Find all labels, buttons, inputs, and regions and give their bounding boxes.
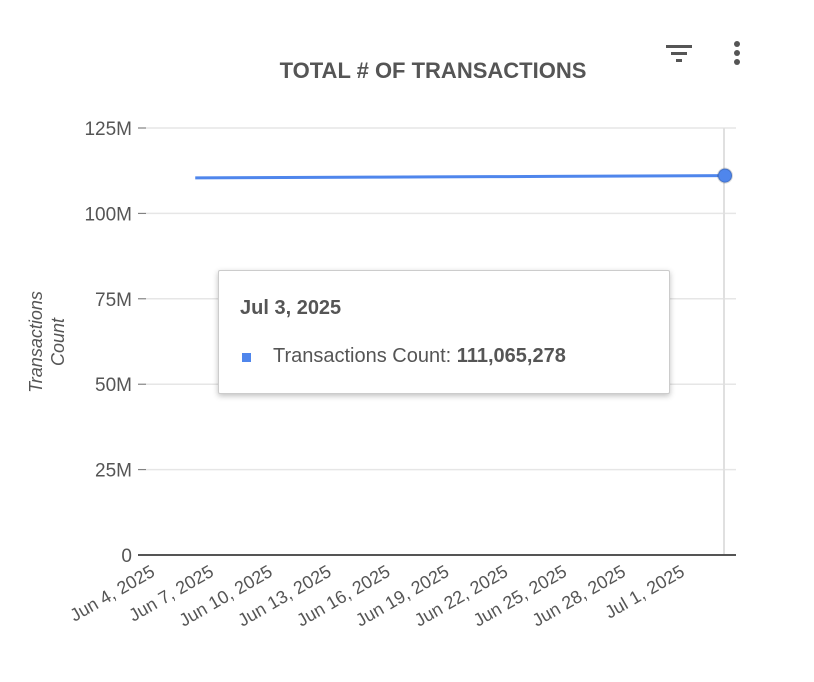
series-line (195, 174, 726, 180)
tooltip-series-swatch (242, 353, 251, 362)
filter-icon[interactable] (664, 42, 694, 64)
tooltip-row: Transactions Count: 111,065,278 (273, 345, 566, 368)
y-tick-label: 100M (84, 204, 132, 225)
y-tick-label: 125M (84, 119, 132, 140)
y-tick-label: 25M (95, 461, 132, 482)
y-axis-title-line: Transactions (26, 291, 46, 393)
more-vert-icon[interactable] (730, 40, 744, 68)
y-tick-label: 0 (121, 546, 132, 567)
tooltip: Jul 3, 2025 Transactions Count: 111,065,… (218, 270, 670, 394)
tooltip-date: Jul 3, 2025 (240, 297, 342, 319)
tooltip-value: 111,065,278 (456, 345, 566, 367)
tooltip-series-label: Transactions Count: (273, 345, 452, 367)
y-tick-label: 50M (95, 375, 132, 396)
chart-title: TOTAL # OF TRANSACTIONS (279, 58, 587, 83)
y-axis-title-line: Count (48, 317, 68, 366)
y-axis-title: Transactions Count (26, 291, 68, 393)
y-tick-label: 75M (95, 290, 132, 311)
data-point (717, 167, 733, 184)
